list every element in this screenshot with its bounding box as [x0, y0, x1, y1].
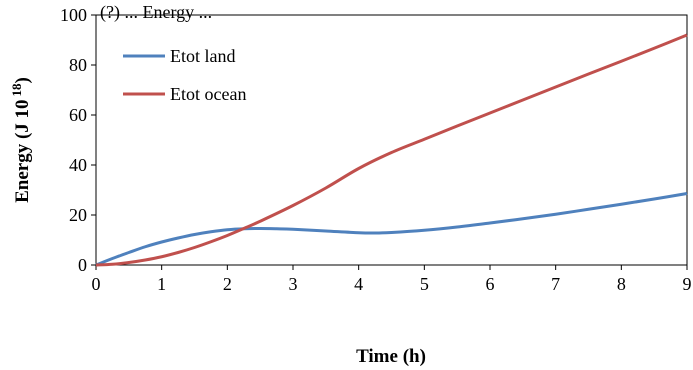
y-axis-ticks: 0 20 40 60 80 100 [60, 5, 96, 275]
series-line-etot-land [95, 192, 688, 267]
legend-label-etot-land: Etot land [170, 46, 236, 66]
y-axis-title-superscript: 18 [9, 83, 24, 97]
y-tick-label: 60 [69, 105, 87, 125]
series-line-etot-ocean [95, 33, 688, 267]
x-tick-label: 5 [420, 274, 429, 294]
x-tick-label: 6 [486, 274, 495, 294]
y-tick-label: 40 [69, 155, 87, 175]
x-tick-label: 7 [551, 274, 560, 294]
x-tick-label: 8 [617, 274, 626, 294]
x-tick-label: 9 [683, 274, 692, 294]
chart-title: (?) ... Energy ... [100, 2, 212, 23]
x-tick-label: 2 [223, 274, 232, 294]
x-tick-label: 4 [354, 274, 363, 294]
y-tick-label: 80 [69, 55, 87, 75]
legend-label-etot-ocean: Etot ocean [170, 84, 246, 104]
chart-title-text: (?) ... Energy ... [100, 2, 212, 23]
legend: Etot land Etot ocean [123, 46, 246, 104]
y-axis-title-main: Energy (J 10 [12, 99, 33, 202]
y-axis-title: Energy (J 10 18) [9, 77, 33, 203]
y-axis-title-close: ) [12, 77, 33, 83]
x-tick-label: 0 [92, 274, 101, 294]
y-tick-label: 0 [78, 255, 87, 275]
y-tick-label: 100 [60, 5, 87, 25]
x-axis-title: Time (h) [356, 346, 426, 367]
series-layer [95, 33, 688, 267]
x-axis-ticks: 0 1 2 3 4 5 6 7 8 9 [92, 265, 692, 294]
plot-area-frame [95, 14, 688, 266]
y-tick-label: 20 [69, 205, 87, 225]
x-tick-label: 3 [289, 274, 298, 294]
x-tick-label: 1 [157, 274, 166, 294]
